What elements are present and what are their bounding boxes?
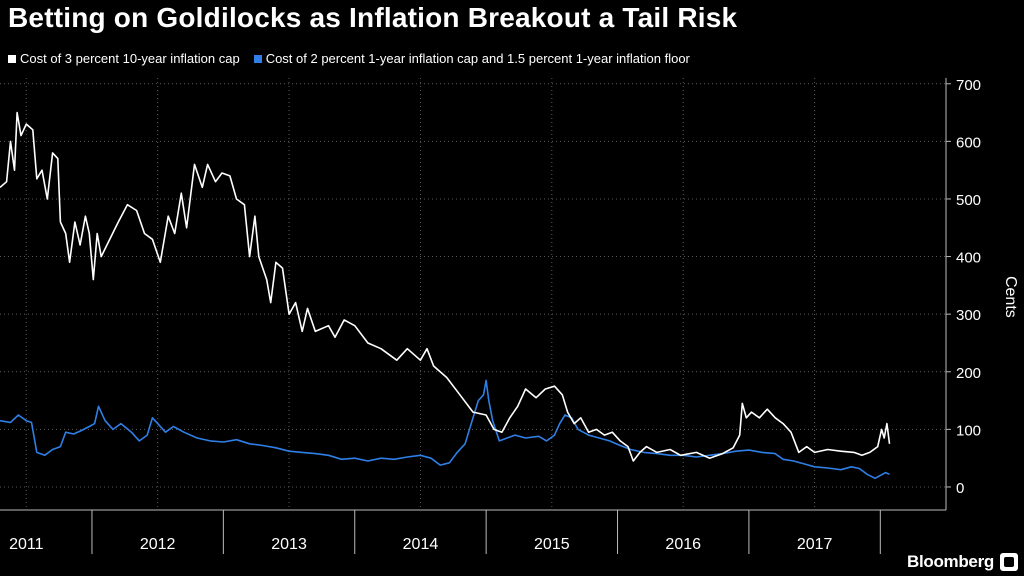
y-tick-label: 300	[956, 307, 981, 324]
legend-label-cap: Cost of 3 percent 10-year inflation cap	[20, 51, 240, 66]
x-tick-label: 2012	[140, 536, 176, 553]
y-tick-label: 700	[956, 77, 981, 94]
y-tick-label: 400	[956, 250, 981, 267]
brand-wordmark: Bloomberg	[906, 552, 994, 571]
legend-item-cap-floor: Cost of 2 percent 1-year inflation cap a…	[253, 51, 690, 66]
legend-swatch-cap	[8, 54, 16, 63]
y-tick-label: 0	[956, 480, 964, 497]
x-tick-label: 2013	[271, 536, 307, 553]
legend-item-cap: Cost of 3 percent 10-year inflation cap	[8, 51, 240, 66]
y-tick-label: 600	[956, 134, 981, 151]
x-tick-label: 2016	[665, 536, 701, 553]
y-axis-label: Cents	[1002, 276, 1019, 318]
legend-label-cap-floor: Cost of 2 percent 1-year inflation cap a…	[265, 51, 690, 66]
series-line-cap	[0, 111, 891, 462]
brand-logo-icon	[1000, 553, 1018, 571]
x-tick-label: 2017	[797, 536, 833, 553]
chart-title: Betting on Goldilocks as Inflation Break…	[8, 2, 738, 33]
y-tick-label: 200	[956, 365, 981, 382]
x-tick-label: 2014	[403, 536, 439, 553]
legend-swatch-cap-floor	[253, 54, 262, 63]
legend: Cost of 3 percent 10-year inflation cap …	[8, 51, 690, 66]
y-tick-label: 500	[956, 192, 981, 209]
x-tick-label: 2011	[9, 536, 44, 553]
y-tick-label: 100	[956, 422, 981, 439]
x-tick-label: 2015	[534, 536, 570, 553]
series-line-cap-floor	[0, 379, 890, 480]
